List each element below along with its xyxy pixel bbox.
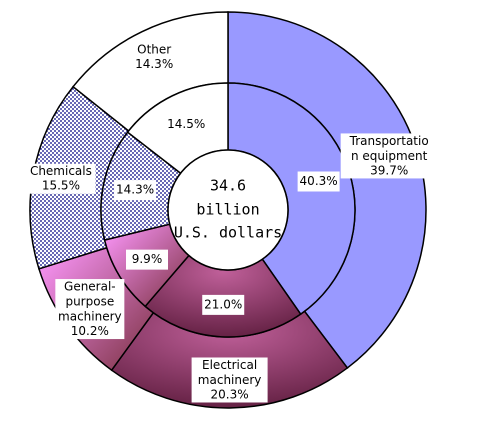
label-box — [165, 114, 208, 135]
label-box — [340, 133, 438, 179]
category-line: General- — [64, 279, 116, 293]
value-label: 20.3% — [211, 387, 249, 401]
category-line: machinery — [198, 372, 262, 386]
label-box — [133, 41, 175, 72]
label-box — [125, 249, 168, 270]
label-box — [114, 180, 157, 201]
category-label: Electrical machinery — [198, 357, 262, 386]
value-label: 10.2% — [71, 324, 109, 338]
value-label: 9.9% — [132, 252, 163, 266]
hole — [167, 149, 289, 271]
label-box — [26, 163, 96, 194]
value-label: 14.5% — [167, 117, 205, 131]
value-label: 21.0% — [204, 297, 242, 311]
label-box — [202, 294, 245, 315]
category-line: Transportatio — [349, 133, 429, 147]
category-label: Chemicals — [30, 164, 92, 178]
category-line: n equipment — [351, 148, 428, 162]
value-label: 39.7% — [370, 163, 408, 177]
category-line: machinery — [58, 309, 122, 323]
center-text: U.S. dollars — [174, 224, 282, 242]
center-text: 34.6 — [210, 177, 246, 195]
value-label: 14.3% — [135, 57, 173, 71]
category-label: Other — [137, 42, 171, 56]
label-box — [297, 171, 340, 192]
category-label: General-purpose machinery — [58, 279, 122, 323]
label-box — [55, 279, 125, 340]
category-line: Chemicals — [30, 164, 92, 178]
category-line: purpose — [65, 294, 114, 308]
value-label: 15.5% — [42, 179, 80, 193]
center-text: billion — [196, 201, 259, 219]
value-label: 14.3% — [116, 183, 154, 197]
category-line: Other — [137, 42, 171, 56]
category-label: Transportatio n equipment — [349, 133, 429, 162]
label-box — [191, 357, 268, 403]
value-label: 40.3% — [300, 174, 338, 188]
category-line: Electrical — [202, 357, 257, 371]
